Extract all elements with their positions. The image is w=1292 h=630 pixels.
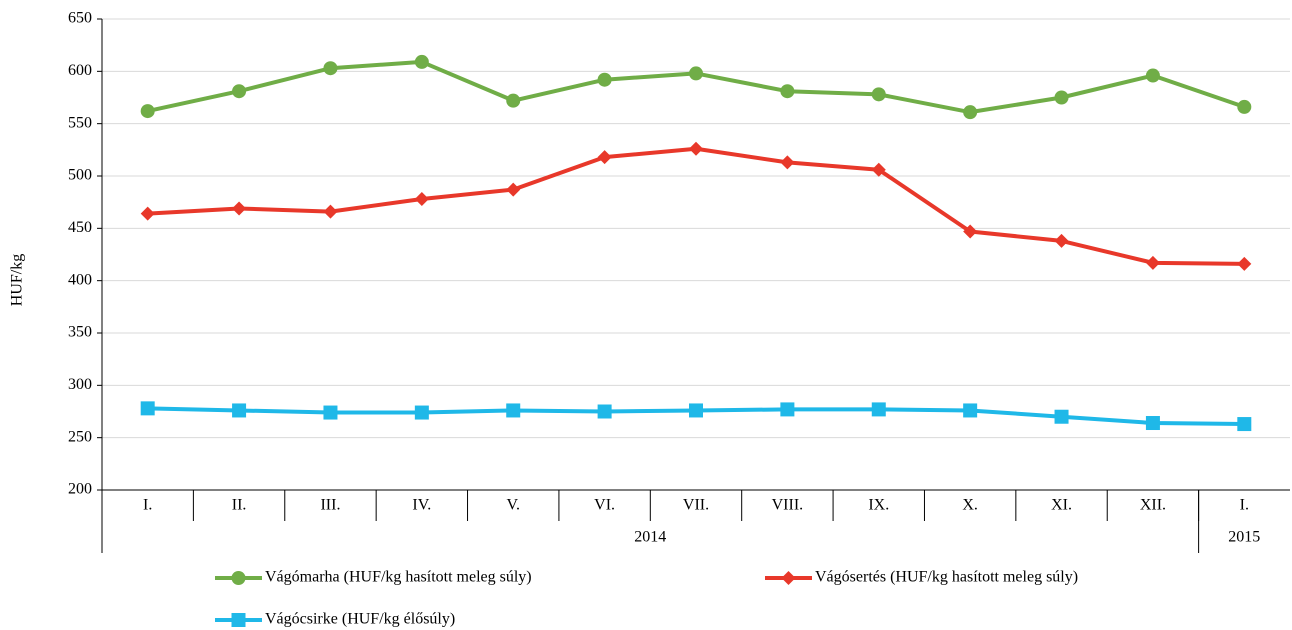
data-point	[780, 402, 795, 417]
x-tick-label: XI.	[1051, 497, 1072, 514]
legend-label: Vágómarha (HUF/kg hasított meleg súly)	[265, 569, 532, 586]
y-tick-label: 450	[68, 219, 92, 236]
data-point	[1145, 416, 1160, 431]
y-tick-label: 650	[68, 10, 92, 27]
legend-label: Vágósertés (HUF/kg hasított meleg súly)	[815, 569, 1078, 586]
data-point	[1054, 409, 1069, 424]
x-tick-label: VIII.	[772, 497, 804, 514]
data-point	[1054, 233, 1069, 248]
y-tick-label: 600	[68, 62, 92, 79]
group-label: 2014	[634, 529, 666, 546]
data-point	[597, 404, 612, 419]
data-point	[506, 93, 521, 108]
series-line	[147, 146, 1245, 266]
data-point	[963, 403, 978, 418]
data-point	[689, 141, 703, 156]
data-point	[780, 84, 795, 99]
legend-label: Vágócsirke (HUF/kg élősúly)	[265, 611, 455, 628]
data-point	[506, 403, 521, 418]
x-tick-label: V.	[506, 497, 520, 514]
data-point	[414, 405, 429, 420]
y-tick-label: 500	[68, 167, 92, 184]
x-tick-label: VII.	[683, 497, 709, 514]
data-point	[780, 155, 795, 170]
y-tick-label: 200	[68, 481, 92, 498]
x-tick-label: XII.	[1140, 497, 1166, 514]
data-point	[1145, 255, 1160, 270]
y-axis-label: HUF/kg	[9, 254, 26, 306]
data-point	[506, 182, 521, 197]
data-point	[871, 87, 886, 102]
data-point	[140, 401, 155, 416]
data-point	[232, 84, 247, 99]
x-tick-label: IX.	[868, 497, 889, 514]
data-point	[323, 204, 338, 219]
y-tick-label: 400	[68, 271, 92, 288]
data-point	[1145, 68, 1160, 83]
data-point	[232, 201, 247, 216]
data-point	[323, 61, 338, 76]
x-tick-label: IV.	[412, 497, 431, 514]
y-tick-label: 550	[68, 114, 92, 131]
data-point	[1054, 90, 1069, 105]
data-point	[414, 54, 429, 69]
data-point	[1237, 256, 1252, 271]
data-point	[689, 66, 703, 81]
x-tick-label: X.	[962, 497, 978, 514]
data-point	[871, 402, 886, 417]
data-point	[1237, 417, 1252, 432]
data-point	[140, 206, 155, 221]
legend-marker	[781, 571, 796, 585]
data-point	[140, 104, 155, 119]
y-tick-label: 300	[68, 376, 92, 393]
data-point	[689, 403, 703, 418]
x-tick-label: I.	[1240, 497, 1249, 514]
x-tick-label: III.	[320, 497, 340, 514]
data-point	[597, 72, 612, 87]
data-point	[597, 150, 612, 165]
data-point	[1237, 99, 1252, 114]
y-tick-label: 350	[68, 324, 92, 341]
legend-marker	[231, 613, 246, 627]
group-label: 2015	[1228, 529, 1260, 546]
data-point	[963, 105, 978, 120]
x-tick-label: I.	[143, 497, 152, 514]
legend-marker	[231, 571, 246, 585]
y-tick-label: 250	[68, 428, 92, 445]
data-point	[871, 162, 886, 177]
data-point	[414, 192, 429, 207]
data-point	[963, 224, 978, 239]
x-tick-label: II.	[232, 497, 247, 514]
data-point	[232, 403, 247, 418]
x-tick-label: VI.	[594, 497, 615, 514]
data-point	[323, 405, 338, 420]
